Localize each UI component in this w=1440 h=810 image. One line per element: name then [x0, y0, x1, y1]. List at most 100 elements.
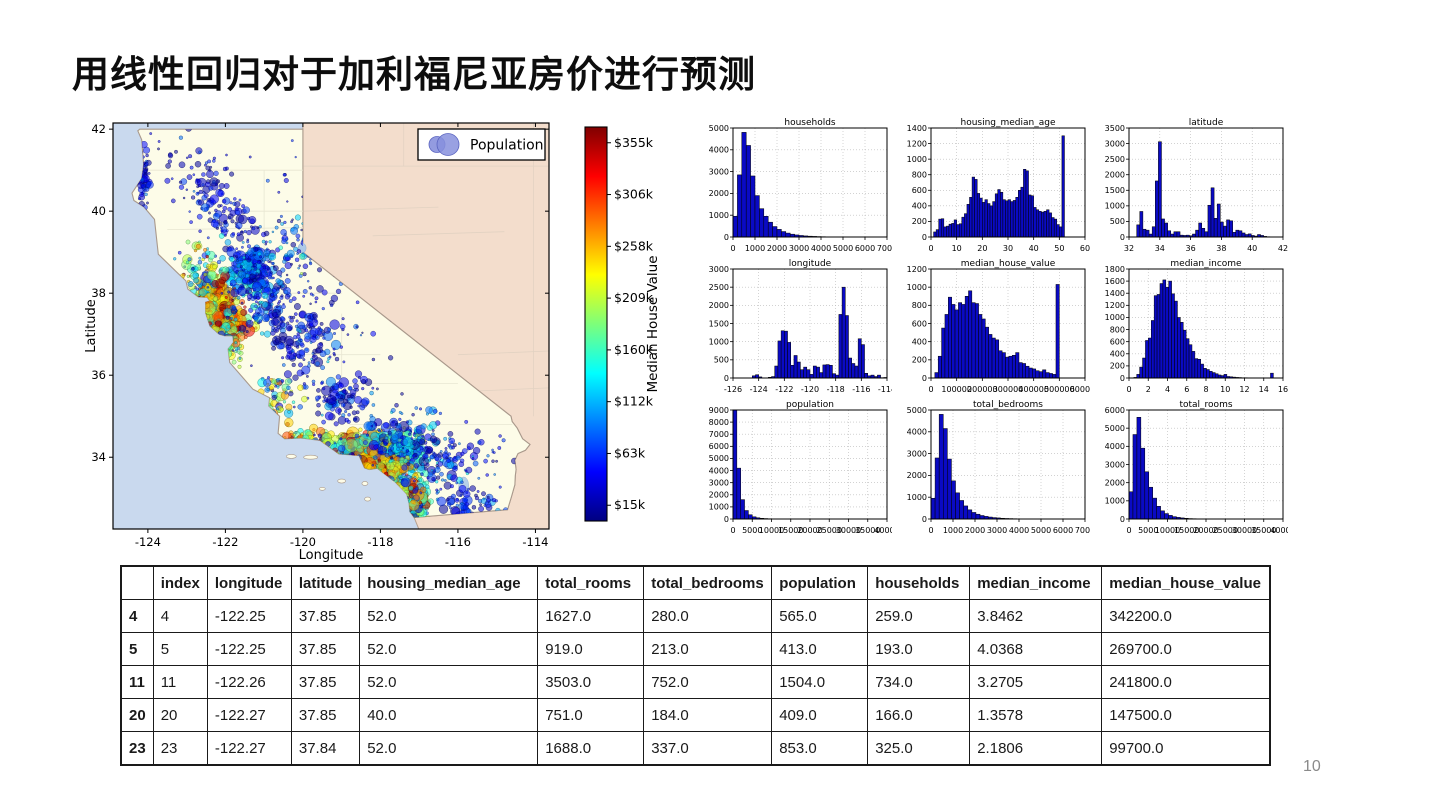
histogram-median_house_value: median_house_value 0 200 400 600 800 1000 1200 0… — [907, 259, 1101, 394]
svg-text:0: 0 — [724, 374, 729, 383]
svg-text:10: 10 — [952, 244, 962, 253]
svg-text:2000: 2000 — [709, 301, 729, 310]
histogram-title: households — [784, 118, 836, 128]
column-header: total_rooms — [537, 565, 645, 600]
svg-text:3500: 3500 — [1105, 124, 1125, 133]
svg-text:38: 38 — [1216, 244, 1226, 253]
table-cell: 37.84 — [290, 731, 361, 766]
table-cell: 342200.0 — [1101, 599, 1271, 633]
table-cell: 280.0 — [643, 599, 773, 633]
table-cell: 23 — [120, 731, 154, 766]
histogram-title: latitude — [1189, 118, 1224, 128]
hist-cell-total_rooms: total_rooms 0 1000 2000 3000 4000 5000 6000 0 500… — [1094, 398, 1296, 539]
map-xlabel: Longitude — [299, 548, 364, 563]
svg-text:2000: 2000 — [1105, 478, 1125, 487]
svg-text:4000: 4000 — [811, 244, 831, 253]
svg-text:5000: 5000 — [709, 124, 729, 133]
california-scatter-map: -124 -122 -120 -118 -116 -114 34 36 38 40 42 Longit… — [84, 122, 661, 563]
svg-text:1000: 1000 — [709, 503, 729, 512]
svg-text:0: 0 — [730, 526, 735, 535]
svg-text:2: 2 — [1146, 385, 1151, 394]
svg-text:600: 600 — [912, 319, 927, 328]
table-cell: 853.0 — [771, 731, 869, 766]
svg-text:4000: 4000 — [907, 428, 927, 437]
table-cell: -122.26 — [206, 665, 292, 699]
table-cell: 3503.0 — [537, 665, 645, 699]
svg-text:0: 0 — [922, 233, 927, 242]
histogram-title: total_bedrooms — [973, 400, 1043, 410]
svg-text:1200: 1200 — [907, 265, 927, 274]
table-cell: 919.0 — [537, 632, 645, 666]
svg-text:-118: -118 — [367, 535, 393, 549]
table-cell: 3.2705 — [969, 665, 1103, 699]
svg-text:$258k: $258k — [614, 238, 654, 253]
table-cell: -122.25 — [206, 599, 292, 633]
hist-cell-households: households 0 1000 2000 3000 4000 5000 0 1000 2000… — [698, 116, 898, 257]
histogram-title: population — [786, 400, 834, 410]
svg-text:7000: 7000 — [709, 430, 729, 439]
hist-cell-total_bedrooms: total_bedrooms 0 1000 2000 3000 4000 5000 0 1000… — [896, 398, 1096, 539]
housing-data-table: index longitude latitude housing_median_age… — [120, 565, 1271, 766]
table-cell: 147500.0 — [1101, 698, 1271, 732]
histogram-longitude: longitude 0 500 1000 1500 2000 2500 3000 -126 -12… — [709, 259, 896, 394]
svg-text:10: 10 — [1220, 385, 1230, 394]
svg-text:400: 400 — [912, 202, 927, 211]
svg-text:200: 200 — [912, 356, 927, 365]
svg-text:400: 400 — [1110, 350, 1125, 359]
svg-text:2000: 2000 — [965, 526, 985, 535]
svg-text:40000: 40000 — [1270, 526, 1288, 535]
table-cell: 37.85 — [290, 632, 361, 666]
histogram-bars — [934, 284, 1060, 379]
california-map-figure: -124 -122 -120 -118 -116 -114 34 36 38 40 42 Longit… — [84, 113, 670, 563]
histogram-bars — [732, 132, 826, 238]
svg-text:1500: 1500 — [709, 319, 729, 328]
svg-text:1000: 1000 — [709, 211, 729, 220]
map-legend: Population — [417, 128, 546, 161]
svg-text:1000: 1000 — [1105, 497, 1125, 506]
table-row: 4 4 -122.25 37.85 52.0 1627.0 280.0 565.0 259.0 3… — [120, 599, 1271, 633]
svg-text:$112k: $112k — [614, 394, 654, 409]
map-axes-frame — [112, 122, 550, 530]
svg-text:-114: -114 — [878, 385, 892, 394]
table-cell: 23 — [152, 731, 208, 766]
svg-text:16: 16 — [1278, 385, 1288, 394]
svg-text:12: 12 — [1239, 385, 1249, 394]
column-header: households — [867, 565, 971, 600]
svg-text:5000: 5000 — [709, 454, 729, 463]
table-cell: 193.0 — [867, 632, 971, 666]
svg-text:4000: 4000 — [1009, 526, 1029, 535]
table-cell: 4 — [152, 599, 208, 633]
svg-text:6000: 6000 — [1105, 406, 1125, 415]
table-cell: 4.0368 — [969, 632, 1103, 666]
table-cell: 1688.0 — [537, 731, 645, 766]
histogram-grid: households 0 1000 2000 3000 4000 5000 0 1000 2000… — [698, 116, 1296, 540]
legend-label: Population — [470, 138, 544, 154]
histogram-title: total_rooms — [1179, 400, 1232, 410]
table-cell: 166.0 — [867, 698, 971, 732]
svg-text:5000: 5000 — [907, 406, 927, 415]
svg-text:200: 200 — [912, 217, 927, 226]
table-row: 11 11 -122.26 37.85 52.0 3503.0 752.0 1504.0 734… — [120, 665, 1271, 699]
table-cell: -122.27 — [206, 731, 292, 766]
svg-text:1000: 1000 — [943, 526, 963, 535]
hist-cell-population: population 0 1000 2000 3000 4000 5000 6000 7000 8… — [698, 398, 900, 539]
svg-text:$15k: $15k — [614, 497, 646, 512]
table-cell: 337.0 — [643, 731, 773, 766]
column-header: median_house_value — [1101, 565, 1271, 600]
svg-text:$355k: $355k — [614, 135, 654, 150]
svg-text:0: 0 — [1126, 385, 1131, 394]
svg-text:0: 0 — [1126, 526, 1131, 535]
map-ylabel: Latitude — [85, 299, 99, 353]
svg-text:0: 0 — [724, 233, 729, 242]
svg-text:8000: 8000 — [709, 418, 729, 427]
svg-text:1000: 1000 — [709, 337, 729, 346]
table-cell: 1504.0 — [771, 665, 869, 699]
svg-text:-126: -126 — [724, 385, 742, 394]
table-cell: 99700.0 — [1101, 731, 1271, 766]
table-cell: 11 — [152, 665, 208, 699]
table-cell: 409.0 — [771, 698, 869, 732]
svg-text:-114: -114 — [522, 535, 548, 549]
svg-text:600: 600 — [912, 186, 927, 195]
histogram-title: median_income — [1170, 259, 1242, 269]
svg-text:14: 14 — [1259, 385, 1269, 394]
